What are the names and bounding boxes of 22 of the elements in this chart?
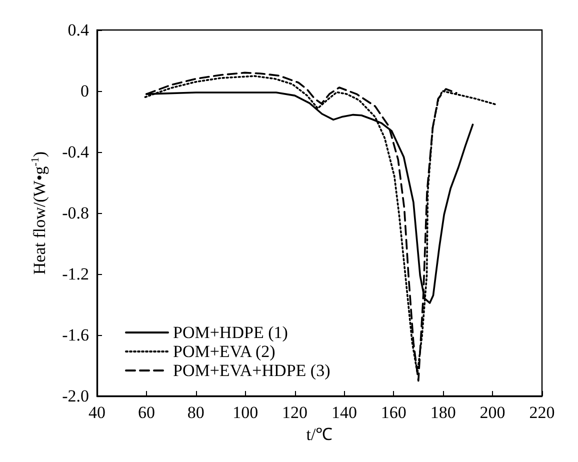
y-axis-title: Heat flow/(W•g-1) — [30, 151, 49, 275]
x-tick-label: 120 — [282, 403, 308, 422]
x-axis-title: t/℃ — [306, 425, 333, 444]
legend-label: POM+EVA+HDPE (3) — [173, 361, 330, 380]
x-tick-label: 80 — [187, 403, 204, 422]
x-tick-label: 180 — [430, 403, 456, 422]
legend-label: POM+EVA (2) — [173, 342, 276, 361]
x-tick-label: 140 — [331, 403, 357, 422]
y-tick-label: -0.4 — [62, 142, 90, 162]
y-tick-label: -1.2 — [62, 264, 89, 284]
x-tick-label: 200 — [480, 403, 506, 422]
x-tick-label: 40 — [88, 403, 106, 422]
x-tick-label: 160 — [380, 403, 406, 422]
y-tick-label: -2.0 — [62, 386, 89, 406]
x-tick-label: 60 — [138, 403, 155, 422]
legend-label: POM+HDPE (1) — [173, 323, 288, 342]
y-tick-label: 0.4 — [68, 20, 90, 40]
y-tick-label: 0 — [80, 82, 89, 100]
y-tick-label: -0.8 — [62, 204, 89, 222]
y-tick-label: -1.6 — [62, 326, 89, 344]
x-tick-label: 100 — [232, 403, 258, 422]
x-tick-label: 220 — [529, 403, 555, 422]
